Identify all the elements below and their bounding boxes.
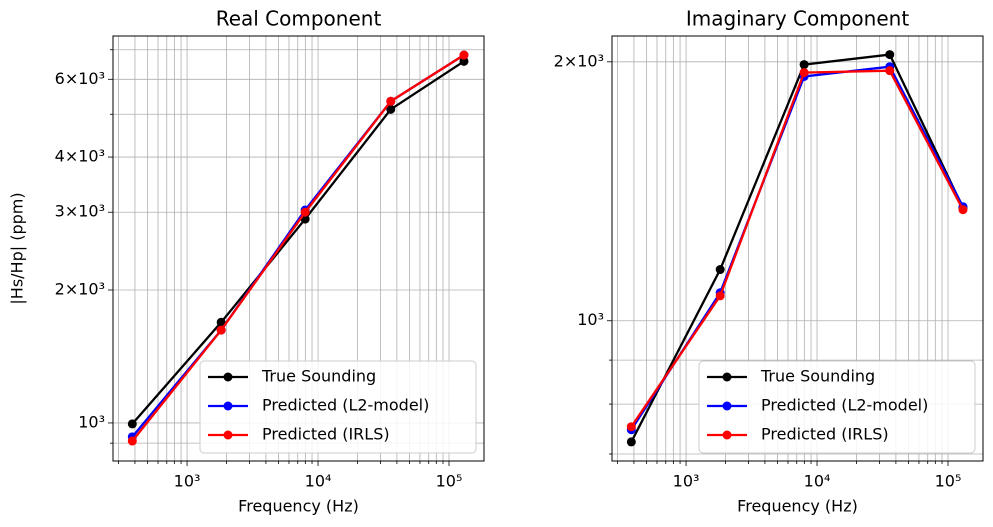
y-axis-label: |Hs/Hp| (ppm) (8, 192, 27, 304)
x-tick-label: 10³ (673, 472, 700, 491)
chart-title: Real Component (216, 7, 382, 31)
marker (715, 265, 725, 275)
legend-marker (722, 430, 732, 440)
marker (127, 419, 137, 429)
y-tick-label: 4×10³ (55, 147, 105, 166)
y-tick-label: 3×10³ (55, 202, 105, 221)
plot-frame (112, 35, 485, 462)
x-tick-label: 10⁴ (305, 472, 332, 491)
legend-label: Predicted (IRLS) (262, 425, 390, 444)
y-tick-label: 10³ (78, 412, 105, 431)
y-tick-label: 6×10³ (55, 69, 105, 88)
legend-box (199, 360, 477, 454)
y-tick-label: 2×10³ (554, 51, 604, 70)
legend-label: Predicted (L2-model) (262, 396, 429, 415)
chart: 10³ 10⁴ 10⁵ 10³ 2×10³ 3×10³ 4×10³ 6×10³ Real Com… (8, 7, 485, 516)
legend-marker (722, 372, 732, 382)
x-tick-label: 10⁵ (935, 472, 962, 491)
marker (885, 50, 895, 60)
legend-marker (223, 401, 233, 411)
marker (885, 66, 895, 76)
x-axis-label: Frequency (Hz) (238, 497, 359, 516)
marker (715, 291, 725, 301)
legend-label: Predicted (L2-model) (761, 396, 928, 415)
x-tick-label: 10⁵ (436, 472, 463, 491)
legend-marker (223, 372, 233, 382)
marker (799, 68, 809, 78)
y-tick-label: 2×10³ (55, 280, 105, 299)
x-axis-label: Frequency (Hz) (737, 497, 858, 516)
marker (459, 56, 469, 66)
x-tick-label: 10⁴ (804, 472, 831, 491)
marker (958, 205, 968, 215)
marker (127, 436, 137, 446)
chart-title: Imaginary Component (686, 7, 910, 31)
marker (300, 207, 310, 217)
marker (626, 437, 636, 447)
marker (459, 50, 469, 60)
legend-label: True Sounding (760, 367, 875, 386)
marker (386, 104, 396, 114)
legend-label: Predicted (IRLS) (761, 425, 889, 444)
legend-marker (722, 401, 732, 411)
legend-marker (223, 430, 233, 440)
marker (386, 96, 396, 106)
legend-label: True Sounding (261, 367, 376, 386)
marker (626, 422, 636, 432)
marker (799, 60, 809, 70)
y-tick-label: 10³ (577, 310, 604, 329)
chart: 10³ 10⁴ 10⁵ 10³ 2×10³ Imaginary Component Freq… (554, 7, 984, 516)
x-tick-label: 10³ (174, 472, 201, 491)
marker (216, 325, 226, 335)
plot-frame (611, 35, 984, 462)
marker (216, 317, 226, 327)
legend-box (698, 360, 976, 454)
